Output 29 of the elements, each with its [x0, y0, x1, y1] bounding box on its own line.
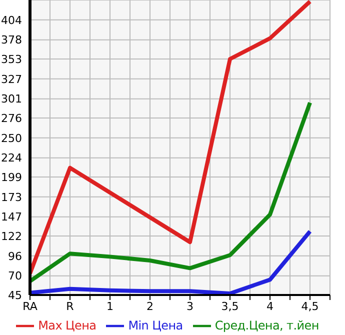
y-tick-label: 224	[1, 152, 22, 165]
legend-label: Min Цена	[128, 318, 183, 332]
y-tick-label: 250	[1, 132, 22, 145]
x-tick-label: 3,5	[221, 300, 239, 313]
y-tick-label: 173	[1, 190, 22, 204]
line-series	[30, 229, 312, 295]
x-tick-label: R	[66, 300, 74, 313]
y-tick-label: 147	[1, 210, 22, 224]
y-tick-label: 45	[8, 288, 22, 302]
y-tick-label: 353	[1, 52, 22, 66]
line-series	[30, 100, 312, 284]
y-tick-label: 122	[1, 230, 22, 243]
legend-label: Сред.Цена, т.йен	[214, 318, 319, 332]
y-tick-label: 327	[1, 72, 22, 86]
x-tick-label: 2	[146, 300, 154, 313]
x-tick-label: 4	[266, 300, 274, 313]
x-tick-label: RA	[22, 300, 38, 313]
y-tick-label: 70	[8, 270, 22, 283]
x-tick-label: 1	[106, 300, 114, 313]
y-tick-label: 301	[1, 92, 22, 106]
x-tick-label: 4,5	[301, 300, 319, 313]
y-tick-label: 199	[1, 170, 22, 184]
y-tick-label: 276	[1, 112, 22, 125]
x-tick-label: 3	[186, 300, 194, 313]
legend-label: Max Цена	[38, 318, 96, 332]
y-tick-label: 96	[8, 250, 22, 263]
y-tick-label: 378	[1, 34, 22, 47]
y-tick-label: 404	[1, 14, 22, 27]
line-series	[30, 0, 312, 276]
